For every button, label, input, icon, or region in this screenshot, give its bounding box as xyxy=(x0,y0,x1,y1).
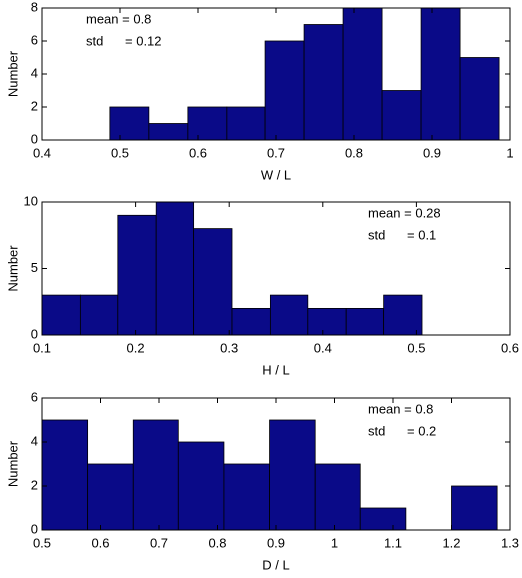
x-axis-label: H / L xyxy=(262,362,289,377)
y-axis-label: Number xyxy=(5,50,20,97)
histogram-bar xyxy=(177,441,225,531)
annotation: std = 0.2 xyxy=(368,423,436,438)
histogram-bar xyxy=(269,419,316,531)
histogram-bar xyxy=(187,106,228,141)
annotation: std = 0.12 xyxy=(86,33,162,48)
histogram-bar xyxy=(459,57,500,141)
y-tick-label: 0 xyxy=(31,131,38,146)
y-tick-label: 10 xyxy=(24,193,38,208)
histogram-bar xyxy=(420,7,461,141)
histogram-bar xyxy=(345,307,385,336)
y-tick-label: 4 xyxy=(31,65,38,80)
histogram-bar xyxy=(117,214,157,336)
x-tick-label: 1.1 xyxy=(384,535,402,550)
histogram-bar xyxy=(148,123,189,141)
histogram-bar xyxy=(359,507,407,531)
histogram-bar xyxy=(79,294,119,336)
histogram-bar xyxy=(383,294,423,336)
x-tick-label: 1.3 xyxy=(501,535,519,550)
x-tick-label: 0.9 xyxy=(267,535,285,550)
histogram-bar xyxy=(264,40,305,141)
histogram-bar xyxy=(307,307,347,336)
histogram-bar xyxy=(223,463,270,531)
x-tick-label: 0.8 xyxy=(345,145,363,160)
x-tick-label: 1.2 xyxy=(442,535,460,550)
x-axis-label: W / L xyxy=(261,167,291,182)
x-tick-label: 0.3 xyxy=(220,340,238,355)
x-tick-label: 0.6 xyxy=(91,535,109,550)
histogram-bar xyxy=(226,106,266,141)
x-tick-label: 0.1 xyxy=(33,340,51,355)
x-tick-label: 0.7 xyxy=(267,145,285,160)
histogram-bar xyxy=(381,90,422,141)
x-tick-label: 0.7 xyxy=(150,535,168,550)
histogram-bar xyxy=(41,419,89,531)
y-tick-label: 2 xyxy=(31,477,38,492)
y-tick-label: 8 xyxy=(31,0,38,14)
x-tick-label: 0.5 xyxy=(111,145,129,160)
annotation: mean = 0.28 xyxy=(368,205,441,220)
histogram-bar xyxy=(314,463,361,531)
x-tick-label: 1 xyxy=(506,145,513,160)
y-tick-label: 0 xyxy=(31,521,38,536)
y-axis-label: Number xyxy=(5,245,20,292)
histogram-bar xyxy=(193,228,233,336)
y-axis-label: Number xyxy=(5,440,20,487)
x-tick-label: 0.2 xyxy=(127,340,145,355)
y-tick-label: 6 xyxy=(31,389,38,404)
x-tick-label: 0.4 xyxy=(314,340,332,355)
x-tick-label: 0.6 xyxy=(501,340,519,355)
annotation: std = 0.1 xyxy=(368,227,436,242)
x-tick-label: 0.5 xyxy=(33,535,51,550)
x-tick-label: 0.4 xyxy=(33,145,51,160)
annotation: mean = 0.8 xyxy=(368,401,433,416)
x-tick-label: 0.5 xyxy=(407,340,425,355)
x-tick-label: 0.8 xyxy=(208,535,226,550)
histogram-bar xyxy=(231,307,271,336)
y-tick-label: 6 xyxy=(31,32,38,47)
histogram-bar xyxy=(41,294,81,336)
x-axis-label: D / L xyxy=(262,557,289,572)
histogram-bar xyxy=(155,201,195,336)
histogram-bar xyxy=(451,485,498,531)
histogram-bar xyxy=(87,463,134,531)
histogram-bar xyxy=(269,294,309,336)
x-tick-label: 0.9 xyxy=(423,145,441,160)
histogram-bar xyxy=(303,24,344,141)
x-tick-label: 1 xyxy=(331,535,338,550)
annotation: mean = 0.8 xyxy=(86,11,151,26)
x-tick-label: 0.6 xyxy=(189,145,207,160)
y-tick-label: 4 xyxy=(31,433,38,448)
y-tick-label: 2 xyxy=(31,98,38,113)
y-tick-label: 0 xyxy=(31,326,38,341)
histogram-bar xyxy=(109,106,150,141)
histogram-bar xyxy=(342,7,383,141)
histogram-bar xyxy=(132,419,179,531)
y-tick-label: 5 xyxy=(31,260,38,275)
